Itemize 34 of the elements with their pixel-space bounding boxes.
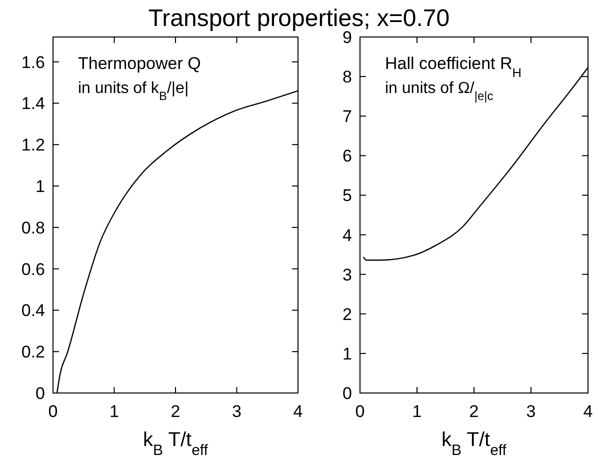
y-tick-label: 5 [342,186,352,206]
x-tick-label: 2 [469,402,479,421]
x-tick-label: 3 [232,402,242,421]
x-tick-label: 0 [48,402,58,421]
x-tick-label: 4 [293,402,303,421]
x-axis-title: k$_{B}$ T/t$_{eff}$ [442,429,508,457]
y-tick-label: 0.6 [21,260,45,279]
x-tick-label: 4 [583,402,593,421]
x-tick-label: 1 [412,402,422,421]
y-tick-label: 1.4 [21,94,45,114]
y-tick-label: 1.6 [21,52,45,72]
annotation: Hall coefficient R$_{H}$ [385,54,522,80]
y-tick-label: 7 [342,107,352,126]
y-tick-label: 0.2 [21,342,45,362]
y-tick-label: 0.8 [21,218,45,238]
annotation: in units of k$_{B}$/|e| [78,80,189,103]
x-tick-label: 0 [355,402,365,421]
y-tick-label: 8 [342,68,352,87]
x-tick-label: 3 [526,402,536,421]
y-tick-label: 0.4 [21,301,45,320]
x-axis-title: k$_{B}$ T/t$_{eff}$ [143,429,209,457]
y-tick-label: 0 [342,384,352,403]
y-tick-label: 1 [342,344,352,364]
annotation: in units of Ω/$_{|e|c}$ [385,80,494,103]
annotation: Thermopower Q [78,54,201,73]
y-tick-label: 6 [342,146,352,166]
y-tick-label: 3 [342,265,352,284]
y-tick-label: 1.2 [21,136,45,155]
y-tick-label: 1 [36,177,45,196]
x-tick-label: 1 [110,402,119,421]
y-tick-label: 4 [342,226,352,245]
y-tick-label: 0 [36,384,45,403]
x-tick-label: 2 [170,402,180,421]
y-tick-label: 2 [342,304,352,324]
